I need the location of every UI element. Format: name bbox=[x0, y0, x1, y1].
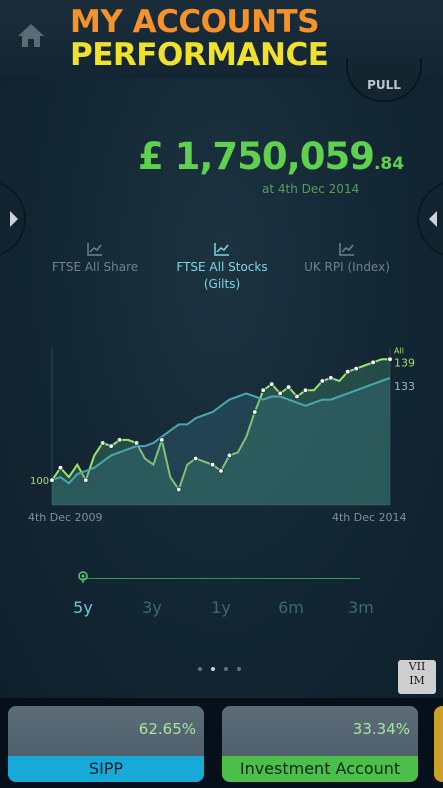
data-point bbox=[277, 390, 283, 397]
page-indicator bbox=[198, 656, 250, 675]
chevron-left-icon bbox=[10, 211, 18, 227]
data-point bbox=[269, 381, 275, 387]
line-chart-icon bbox=[214, 243, 229, 256]
data-point bbox=[57, 465, 64, 471]
data-point bbox=[108, 443, 114, 449]
data-point bbox=[302, 387, 309, 393]
portfolio-value: £ 1,750,059.84 bbox=[138, 135, 404, 178]
data-point bbox=[260, 387, 266, 393]
home-icon[interactable] bbox=[16, 22, 46, 48]
range-6m-button[interactable]: 6m bbox=[278, 598, 304, 617]
data-point bbox=[387, 356, 393, 362]
page-dot[interactable] bbox=[198, 667, 202, 671]
account-name: SIPP bbox=[8, 756, 204, 782]
data-point bbox=[319, 378, 326, 384]
index-option-label: UK RPI (Index) bbox=[304, 260, 390, 274]
account-card-partial[interactable] bbox=[434, 706, 443, 782]
chevron-right-icon bbox=[429, 211, 437, 227]
page-dot[interactable] bbox=[237, 667, 241, 671]
start-value-label: 100 bbox=[30, 476, 49, 487]
logo-line-2: IM bbox=[409, 674, 425, 687]
series-area bbox=[52, 377, 390, 505]
data-point bbox=[83, 477, 89, 483]
data-point bbox=[285, 384, 292, 390]
data-point bbox=[176, 486, 182, 493]
performance-panel bbox=[0, 78, 443, 698]
series-line bbox=[51, 376, 391, 485]
series-area bbox=[52, 359, 390, 505]
account-percent: 33.34% bbox=[352, 720, 410, 738]
pull-tab-label: PULL bbox=[367, 78, 401, 92]
page-dot[interactable] bbox=[211, 667, 215, 671]
brand-logo: VII IM bbox=[398, 660, 436, 694]
logo-line-1: VII bbox=[408, 660, 426, 673]
index-option-ftse-all-stocks[interactable]: FTSE All Stocks (Gilts) bbox=[162, 242, 282, 293]
data-point bbox=[99, 440, 106, 446]
end-series-label: All bbox=[394, 346, 404, 355]
data-point bbox=[328, 375, 334, 381]
account-card-sipp[interactable]: 62.65% SIPP bbox=[8, 706, 204, 782]
page-dot[interactable] bbox=[224, 667, 228, 671]
index-option-label: FTSE All Stocks (Gilts) bbox=[176, 260, 268, 291]
timeline-slider-track[interactable] bbox=[82, 578, 360, 579]
line-chart-icon bbox=[87, 243, 102, 256]
data-point bbox=[116, 437, 123, 443]
portfolio-value-pence: .84 bbox=[373, 154, 405, 174]
data-point bbox=[209, 461, 216, 468]
end-value-label: 133 bbox=[394, 380, 415, 393]
x-axis-start-label: 4th Dec 2009 bbox=[28, 511, 103, 524]
x-axis-end-label: 4th Dec 2014 bbox=[332, 511, 407, 524]
valuation-date: at 4th Dec 2014 bbox=[262, 182, 360, 196]
data-point bbox=[218, 468, 224, 474]
data-point bbox=[49, 477, 55, 483]
data-point bbox=[353, 365, 359, 372]
data-point bbox=[226, 452, 233, 459]
data-point bbox=[370, 359, 376, 366]
index-option-label: FTSE All Share bbox=[51, 260, 139, 274]
index-option-uk-rpi[interactable]: UK RPI (Index) bbox=[287, 242, 407, 276]
data-point bbox=[345, 369, 351, 375]
data-point bbox=[252, 409, 258, 415]
data-point bbox=[159, 437, 165, 443]
page-title-line1: MY ACCOUNTS bbox=[70, 4, 320, 40]
header-bar: MY ACCOUNTS PERFORMANCE bbox=[0, 0, 443, 79]
line-chart-icon bbox=[339, 243, 354, 256]
page-title-line2: PERFORMANCE bbox=[70, 37, 329, 73]
account-percent: 62.65% bbox=[138, 720, 196, 738]
range-5y-button[interactable]: 5y bbox=[73, 598, 93, 617]
account-name: Investment Account bbox=[222, 756, 418, 782]
data-point bbox=[294, 393, 300, 400]
data-point bbox=[192, 455, 199, 462]
portfolio-value-main: £ 1,750,059 bbox=[138, 135, 375, 178]
data-point bbox=[133, 440, 140, 446]
index-option-ftse-all-share[interactable]: FTSE All Share bbox=[35, 242, 155, 276]
range-3y-button[interactable]: 3y bbox=[142, 598, 162, 617]
location-pin-icon[interactable] bbox=[78, 571, 88, 583]
range-1y-button[interactable]: 1y bbox=[211, 598, 231, 617]
account-card-investment[interactable]: 33.34% Investment Account bbox=[222, 706, 418, 782]
range-3m-button[interactable]: 3m bbox=[348, 598, 374, 617]
end-value-label: 139 bbox=[394, 356, 415, 369]
